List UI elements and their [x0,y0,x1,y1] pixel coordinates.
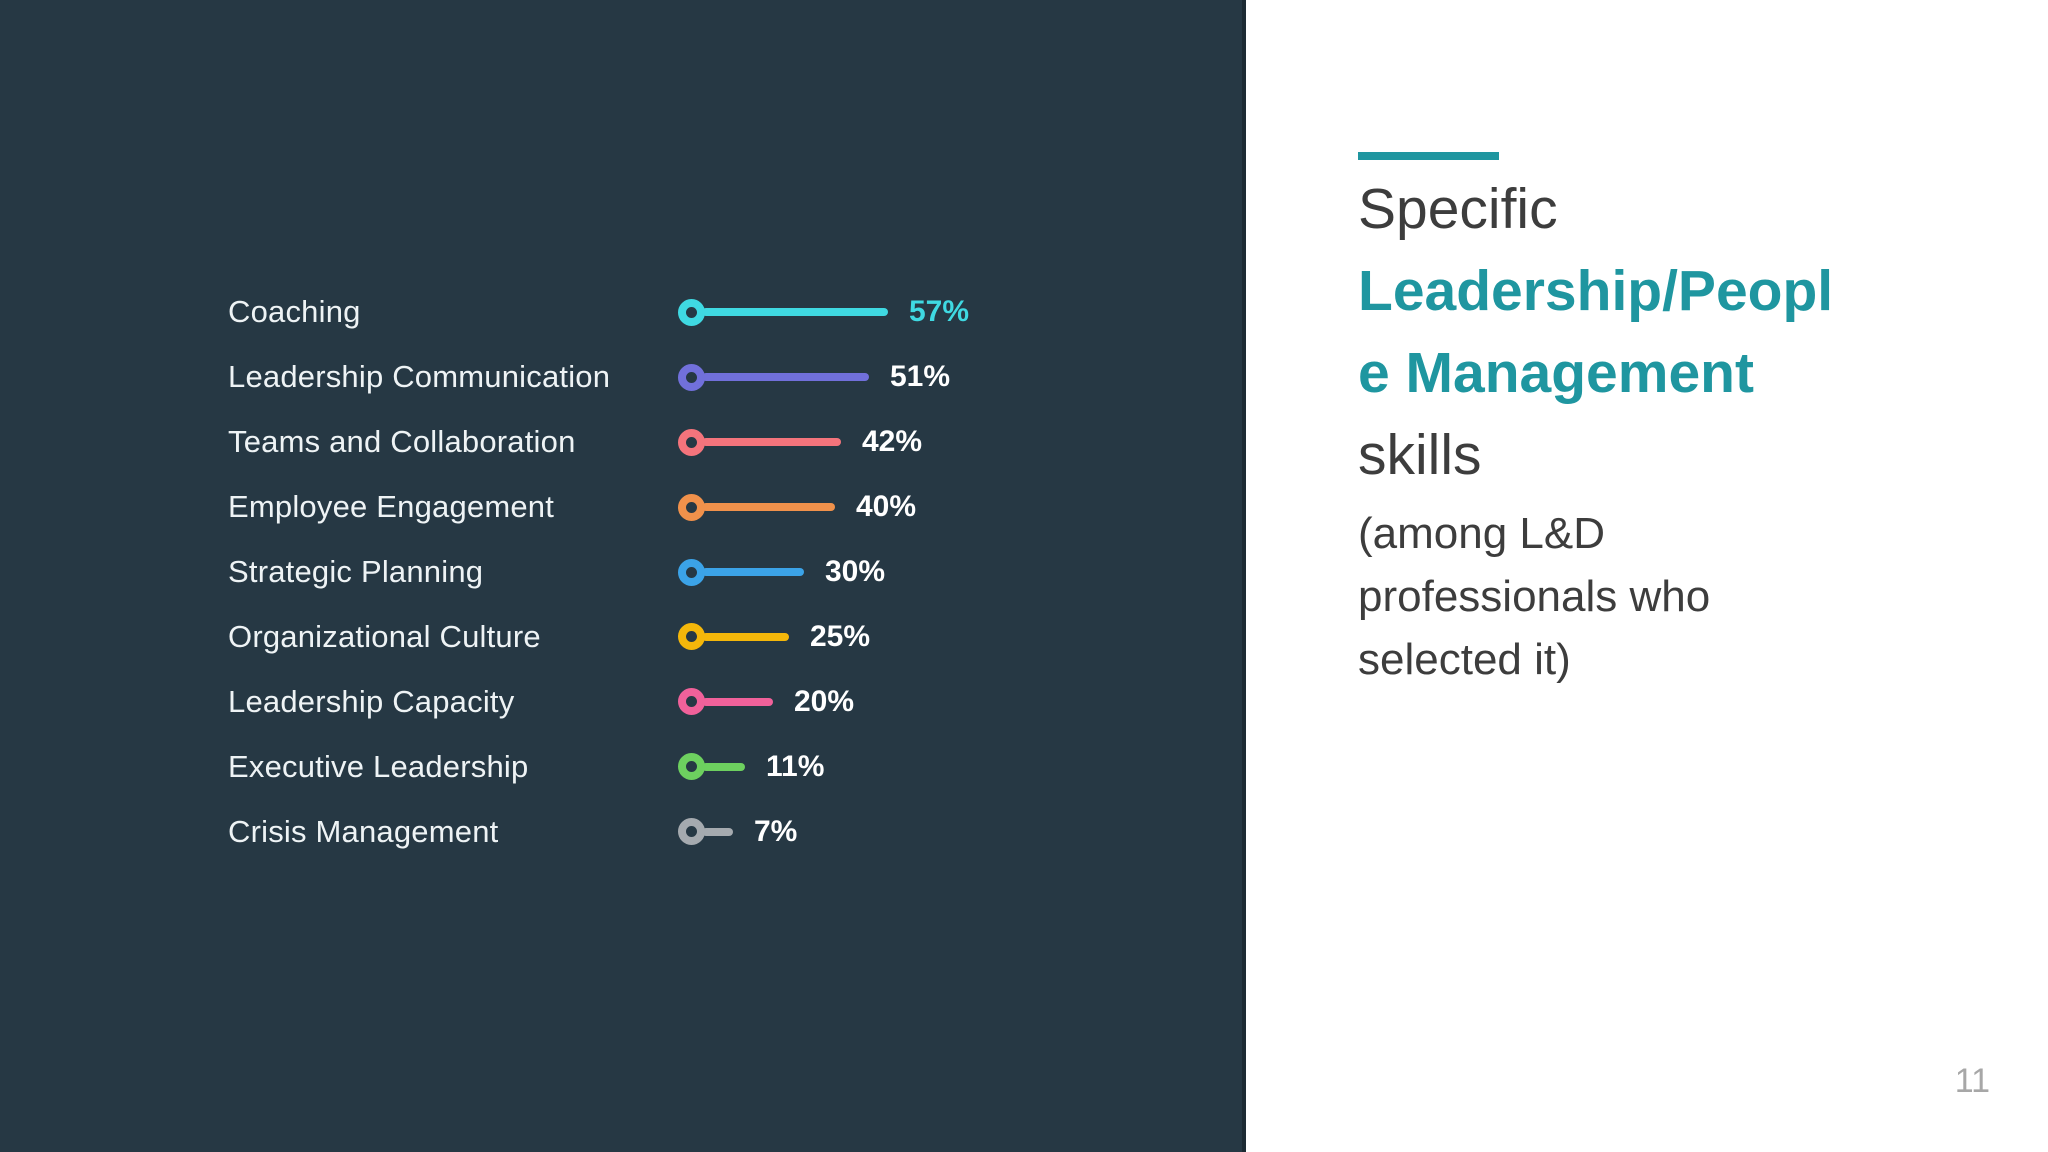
value-label: 57% [909,295,970,329]
chart-row: Coaching 57% [228,280,1228,345]
value-label: 51% [890,360,951,394]
category-label: Leadership Capacity [228,683,515,719]
title-line-highlight: Leadership/Peopl [1358,259,1834,323]
lollipop-marker-icon [678,363,705,391]
accent-bar [1358,152,1499,160]
lollipop: 30% [678,555,885,589]
chart-row: Teams and Collaboration 42% [228,410,1228,475]
chart-row: Leadership Capacity 20% [228,669,1228,734]
lollipop-stem [702,568,804,576]
title-panel: Specific Leadership/Peopl e Management s… [1246,0,2048,1152]
lollipop-marker-icon [678,818,705,846]
chart-row: Crisis Management 7% [228,799,1228,864]
lollipop-stem [702,308,888,317]
category-label: Strategic Planning [228,554,484,589]
title-line-plain: Specific [1358,177,1558,241]
lollipop-marker-icon [678,753,705,781]
value-label: 7% [754,814,798,848]
title-line-highlight: e Management [1358,341,1754,405]
lollipop: 7% [678,815,797,849]
lollipop-chart: Coaching 57% Leadership Communication 51… [228,280,1228,864]
chart-row: Employee Engagement 40% [228,475,1228,540]
chart-row: Organizational Culture 25% [228,604,1228,669]
value-label: 30% [825,555,886,588]
lollipop-stem [702,503,835,512]
chart-row: Leadership Communication 51% [228,345,1228,410]
chart-panel: Coaching 57% Leadership Communication 51… [0,0,1245,1152]
page-number: 11 [1954,1062,1990,1100]
category-label: Teams and Collaboration [228,424,576,460]
lollipop-marker-icon [678,688,705,716]
value-label: 42% [862,425,923,459]
lollipop: 42% [678,425,922,459]
chart-row: Executive Leadership 11% [228,734,1228,799]
lollipop-marker-icon [678,493,705,521]
lollipop-stem [702,827,733,836]
lollipop-marker-icon [678,623,705,651]
slide-title: Specific Leadership/Peopl e Management s… [1358,168,1998,691]
value-label: 11% [766,749,825,783]
value-label: 40% [856,490,917,524]
category-label: Organizational Culture [228,618,541,654]
lollipop: 57% [678,295,969,329]
slide-subtitle: (among L&D professionals who selected it… [1358,502,1998,691]
category-label: Leadership Communication [228,359,611,395]
lollipop: 25% [678,620,870,654]
lollipop-stem [702,373,869,382]
lollipop: 11% [678,750,824,784]
value-label: 20% [794,684,855,718]
subtitle-line: selected it) [1358,635,1571,684]
category-label: Coaching [228,294,361,330]
chart-row: Strategic Planning 30% [228,540,1228,605]
lollipop-stem [702,697,773,706]
category-label: Employee Engagement [228,489,555,525]
value-label: 25% [810,619,871,653]
lollipop-stem [702,632,789,641]
lollipop-marker-icon [678,558,705,586]
subtitle-line: professionals who [1358,572,1711,621]
lollipop-stem [702,762,745,771]
lollipop: 51% [678,360,950,394]
lollipop-marker-icon [678,428,705,456]
title-line-plain: skills [1358,423,1482,487]
lollipop: 40% [678,490,916,524]
category-label: Executive Leadership [228,748,529,784]
lollipop-marker-icon [678,298,705,326]
subtitle-line: (among L&D [1358,509,1606,558]
category-label: Crisis Management [228,813,499,849]
panel-divider [1242,0,1246,1152]
lollipop-stem [702,438,841,447]
lollipop: 20% [678,685,854,719]
